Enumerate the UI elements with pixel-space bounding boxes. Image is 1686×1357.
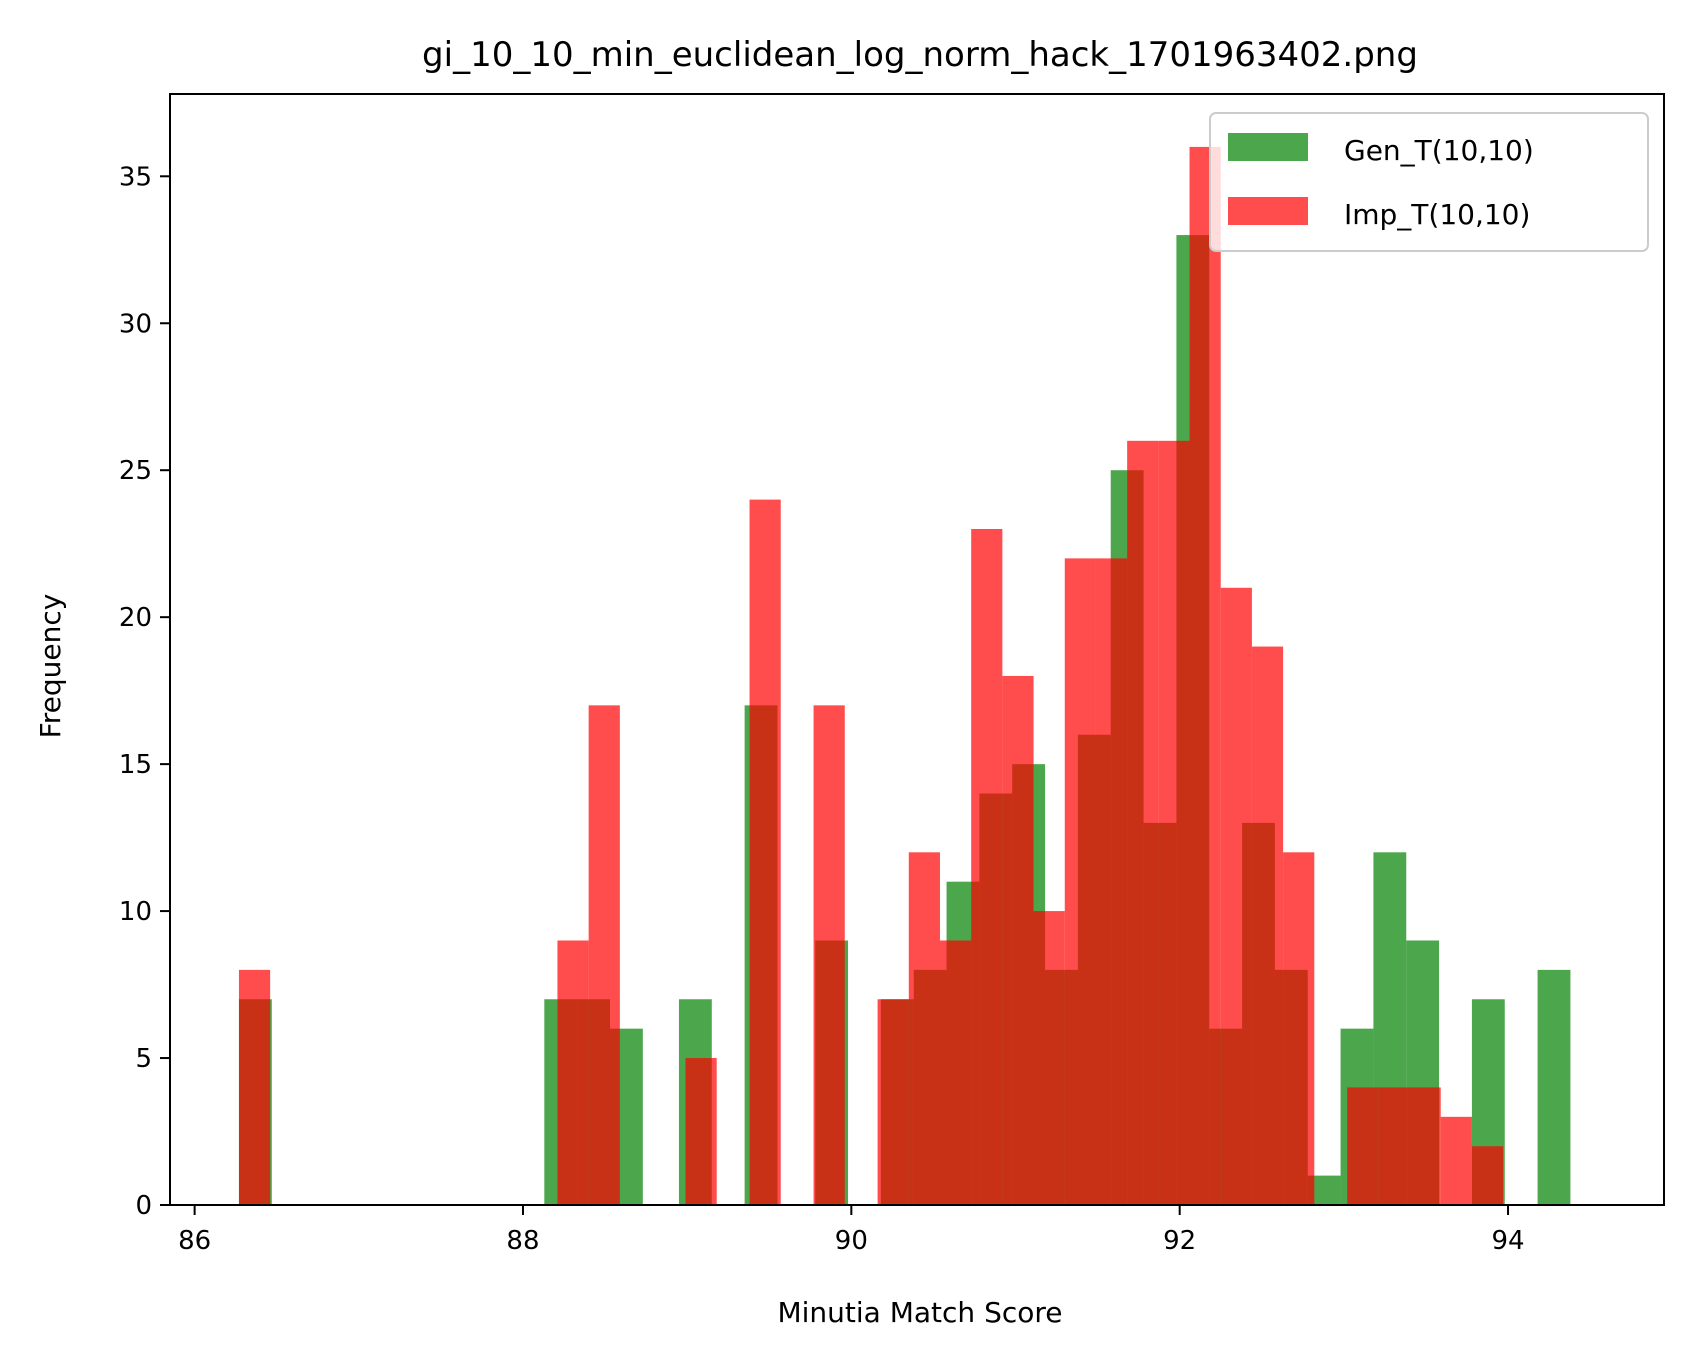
y-axis-label: Frequency <box>34 594 67 739</box>
legend-label-imp: Imp_T(10,10) <box>1344 198 1530 231</box>
histogram-bar-imp-16 <box>1189 146 1221 1205</box>
histogram-bar-imp-22 <box>1409 1087 1441 1205</box>
histogram-bar-imp-14 <box>1127 440 1159 1205</box>
bars-layer <box>238 146 1571 1206</box>
legend: Gen_T(10,10) Imp_T(10,10) <box>1209 112 1649 252</box>
histogram-bar-imp-4 <box>749 499 781 1206</box>
y-tick-label-25: 25 <box>119 456 152 486</box>
histogram-bar-imp-18 <box>1251 646 1284 1205</box>
y-tick-label-5: 5 <box>135 1044 152 1074</box>
histogram-bar-imp-10 <box>1002 675 1034 1205</box>
histogram-bar-imp-21 <box>1378 1087 1410 1205</box>
histogram-bar-imp-23 <box>1440 1116 1472 1205</box>
histogram-bar-imp-6 <box>877 999 909 1205</box>
y-tick-label-15: 15 <box>119 750 152 780</box>
histogram-bar-imp-24 <box>1471 1146 1504 1205</box>
histogram-bar-imp-7 <box>908 852 940 1205</box>
chart-title: gi_10_10_min_euclidean_log_norm_hack_170… <box>422 35 1418 75</box>
y-axis-ticks: 0 5 10 15 20 25 30 35 <box>119 162 170 1221</box>
histogram-bar-imp-15 <box>1158 440 1190 1205</box>
x-tick-label-90: 90 <box>835 1226 868 1256</box>
x-axis-label: Minutia Match Score <box>777 1296 1062 1329</box>
histogram-bar-imp-3 <box>685 1058 717 1205</box>
histogram-bar-imp-0 <box>238 969 271 1205</box>
histogram-bar-imp-11 <box>1033 911 1065 1205</box>
histogram-bar-imp-19 <box>1283 852 1315 1205</box>
y-tick-label-30: 30 <box>119 309 152 339</box>
y-tick-label-35: 35 <box>119 162 152 192</box>
y-tick-label-0: 0 <box>135 1191 152 1221</box>
legend-box <box>1209 112 1649 252</box>
histogram-bar-imp-17 <box>1220 587 1252 1205</box>
histogram-bar-imp-1 <box>557 940 589 1205</box>
y-tick-label-10: 10 <box>119 897 152 927</box>
histogram-bar-imp-9 <box>971 528 1003 1205</box>
histogram-bar-imp-5 <box>813 705 845 1205</box>
histogram-bar-gen-25 <box>1537 969 1571 1205</box>
legend-label-gen: Gen_T(10,10) <box>1344 134 1534 167</box>
histogram-bar-imp-13 <box>1095 558 1128 1205</box>
legend-swatch-gen <box>1228 133 1308 161</box>
axes-frame <box>169 93 1665 1206</box>
x-axis-ticks: 86 88 90 92 94 <box>178 1205 1525 1256</box>
histogram-bar-imp-12 <box>1064 558 1096 1205</box>
y-tick-label-20: 20 <box>119 603 152 633</box>
plot-area: 86 88 90 92 94 0 5 10 15 20 25 30 35 <box>119 93 1665 1256</box>
x-tick-label-86: 86 <box>178 1226 211 1256</box>
histogram-bar-imp-20 <box>1347 1087 1379 1205</box>
histogram-bar-imp-8 <box>939 940 972 1205</box>
legend-swatch-imp <box>1228 197 1308 225</box>
x-tick-label-92: 92 <box>1163 1226 1196 1256</box>
x-tick-label-88: 88 <box>506 1226 539 1256</box>
histogram-bar-imp-2 <box>588 705 620 1205</box>
x-tick-label-94: 94 <box>1491 1226 1524 1256</box>
